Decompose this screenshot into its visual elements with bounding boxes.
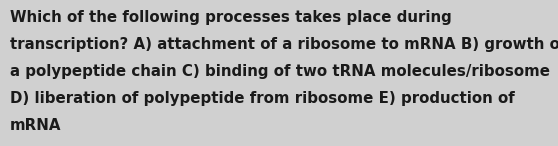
Text: mRNA: mRNA — [10, 118, 61, 133]
Text: D) liberation of polypeptide from ribosome E) production of: D) liberation of polypeptide from riboso… — [10, 91, 515, 106]
Text: transcription? A) attachment of a ribosome to mRNA B) growth of: transcription? A) attachment of a riboso… — [10, 37, 558, 52]
Text: Which of the following processes takes place during: Which of the following processes takes p… — [10, 10, 452, 25]
Text: a polypeptide chain C) binding of two tRNA molecules/ribosome: a polypeptide chain C) binding of two tR… — [10, 64, 550, 79]
